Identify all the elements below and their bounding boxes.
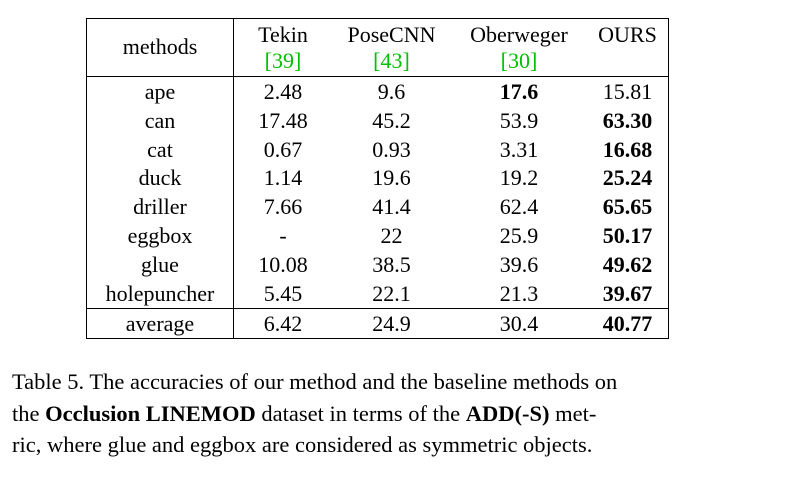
header-ours-name: OURS xyxy=(598,22,657,47)
table-cell: 62.4 xyxy=(499,194,539,220)
table-cell: 53.9 xyxy=(499,107,539,133)
table-cell: 9.6 xyxy=(377,79,406,104)
table-cell: 39.6 xyxy=(499,251,539,277)
header-methods-label: methods xyxy=(122,33,198,59)
table-cell: 5.45 xyxy=(263,280,303,306)
method-name: driller xyxy=(133,194,187,220)
table-cell: 3.31 xyxy=(499,136,539,162)
table-cell: 41.4 xyxy=(372,194,411,220)
average-cell: 24.9 xyxy=(332,309,451,338)
method-column: ape can cat duck driller eggbox glue holepunche… xyxy=(87,77,234,309)
header-tekin: Tekin [39] xyxy=(234,19,332,77)
average-label: average xyxy=(125,310,195,336)
table-cell: 22.1 xyxy=(372,280,411,306)
header-tekin-name: Tekin xyxy=(258,22,308,47)
average-value: 24.9 xyxy=(372,310,411,336)
tekin-column: 2.48 17.48 0.67 1.14 7.66- 10.08 5.45 xyxy=(234,77,332,309)
caption-text: dataset in terms of the xyxy=(255,400,466,426)
average-cell: 30.4 xyxy=(451,309,587,338)
table-cell: 50.17 xyxy=(602,222,653,248)
header-tekin-cite[interactable]: [39] xyxy=(264,48,302,73)
average-cell: 40.77 xyxy=(587,309,668,338)
method-name: can xyxy=(144,107,176,133)
table-cell: 15.81 xyxy=(602,79,653,104)
table-cell: - xyxy=(279,222,287,248)
table-caption: Table 5. The accuracies of our method an… xyxy=(12,366,774,461)
table-cell: 45.2 xyxy=(372,107,411,133)
table-cell: 25.24 xyxy=(602,165,653,191)
caption-text: Table 5. The accuracies of our method an… xyxy=(12,369,618,394)
table-cell: 22 xyxy=(380,222,403,248)
method-name: ape xyxy=(144,79,176,104)
table-cell: 21.3 xyxy=(499,280,539,306)
table-cell: 63.30 xyxy=(602,107,653,133)
header-oberweger: Oberweger [30] xyxy=(451,19,587,77)
table-cell: 1.14 xyxy=(263,165,303,191)
header-oberweger-cite[interactable]: [30] xyxy=(500,48,538,73)
average-value: 30.4 xyxy=(499,310,539,336)
table-cell: 25.9 xyxy=(499,222,539,248)
table-cell: 19.6 xyxy=(372,165,411,191)
caption-line: the Occlusion LINEMOD dataset in terms o… xyxy=(12,398,774,430)
method-name: duck xyxy=(138,165,182,191)
table-cell: 2.48 xyxy=(263,79,303,104)
table-cell: 38.5 xyxy=(372,251,411,277)
average-cell: 6.42 xyxy=(234,309,332,338)
header-methods: methods xyxy=(87,19,234,77)
average-value: 6.42 xyxy=(263,310,303,336)
table-cell: 65.65 xyxy=(602,194,653,220)
caption-line: Table 5. The accuracies of our method an… xyxy=(12,366,774,398)
ours-column: 15.81 63.30 16.68 25.24 65.65 50.17 49.62 39.67 xyxy=(587,77,668,309)
method-name: glue xyxy=(141,251,179,277)
table-cell: 0.67 xyxy=(263,136,303,162)
caption-bold-metric: ADD(-S) xyxy=(465,400,550,426)
table-cell: 16.68 xyxy=(602,136,653,162)
caption-text: the xyxy=(12,400,46,426)
header-ours: OURS xyxy=(587,19,668,77)
table-cell: 0.93 xyxy=(372,136,411,162)
caption-text: met- xyxy=(549,400,597,426)
table-cell: 49.62 xyxy=(602,251,653,277)
table-cell: 19.2 xyxy=(499,165,539,191)
table-cell: 17.6 xyxy=(499,79,539,104)
average-label-cell: average xyxy=(87,309,234,338)
method-name: eggbox xyxy=(127,222,193,248)
header-posecnn-name: PoseCNN xyxy=(347,22,436,47)
header-posecnn-cite[interactable]: [43] xyxy=(373,48,410,73)
method-name: cat xyxy=(147,136,173,162)
posecnn-column: 9.6 45.2 0.93 19.6 41.4 22 38.5 22.1 xyxy=(332,77,451,309)
caption-text: ric, where glue and eggbox are considere… xyxy=(12,432,593,457)
header-posecnn: PoseCNN [43] xyxy=(332,19,451,77)
average-value: 40.77 xyxy=(602,310,653,336)
table-cell: 17.48 xyxy=(258,107,308,133)
results-table: methods Tekin [39] PoseCNN [43] Oberwege… xyxy=(86,18,669,339)
table-cell: 39.67 xyxy=(602,280,653,306)
caption-line: ric, where glue and eggbox are considere… xyxy=(12,429,774,461)
method-name: holepuncher xyxy=(105,280,215,306)
oberweger-column: 17.6 53.9 3.31 19.2 62.4 25.9 39.6 21.3 xyxy=(451,77,587,309)
caption-bold-dataset: Occlusion LINEMOD xyxy=(45,400,256,426)
table-cell: 7.66 xyxy=(263,194,303,220)
header-oberweger-name: Oberweger xyxy=(470,22,568,47)
table-cell: 10.08 xyxy=(258,251,308,277)
